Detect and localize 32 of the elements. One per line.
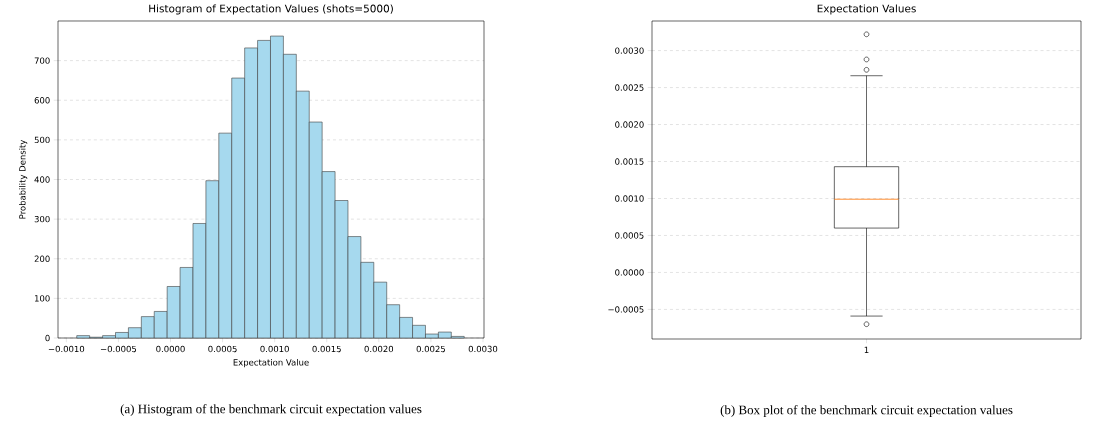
y-tick-label: 0.0005 [615, 232, 644, 239]
x-tick-label: 0.0030 [468, 345, 498, 353]
y-tick-label: 400 [34, 176, 50, 183]
y-tick-label: 0.0000 [615, 269, 644, 276]
text: (a) Histogram of the benchmark circuit expectation values [120, 404, 422, 416]
y-tick-label: 0.0025 [615, 84, 644, 91]
y-axis-title: Probability Density [19, 139, 28, 219]
x-tick-label: 0.0010 [260, 345, 289, 353]
x-tick-label: 0.0000 [156, 345, 185, 353]
x-tick-label: −0.0005 [100, 345, 137, 353]
y-tick-label: 0.0015 [615, 158, 644, 165]
y-tick-label: 0.0020 [615, 121, 644, 128]
y-tick-label: 200 [34, 255, 50, 262]
y-tick-label: 0.0030 [615, 47, 644, 54]
x-tick-label: −0.0010 [48, 345, 85, 353]
y-tick-label: −0.0005 [608, 306, 644, 313]
y-tick-label: 300 [34, 215, 50, 223]
x-axis-title: Expectation Value [233, 359, 309, 368]
y-tick-label: 100 [35, 295, 50, 302]
y-tick-label: 0 [45, 334, 50, 342]
x-tick-label: 1 [864, 346, 869, 353]
x-tick-label: 0.0020 [364, 345, 394, 353]
y-tick-label: 0.0010 [615, 195, 644, 202]
x-tick-label: 0.0025 [416, 345, 445, 353]
chart-title: Histogram of Expectation Values (shots=5000) [149, 4, 393, 15]
chart-title: Expectation Values [817, 4, 916, 15]
y-tick-label: 600 [34, 97, 50, 104]
text: (b) Box plot of the benchmark circuit expectation values [720, 405, 1013, 417]
x-tick-label: 0.0015 [312, 345, 341, 353]
y-tick-label: 500 [34, 136, 50, 144]
x-tick-label: 0.0005 [208, 345, 237, 353]
y-tick-label: 700 [34, 57, 50, 64]
